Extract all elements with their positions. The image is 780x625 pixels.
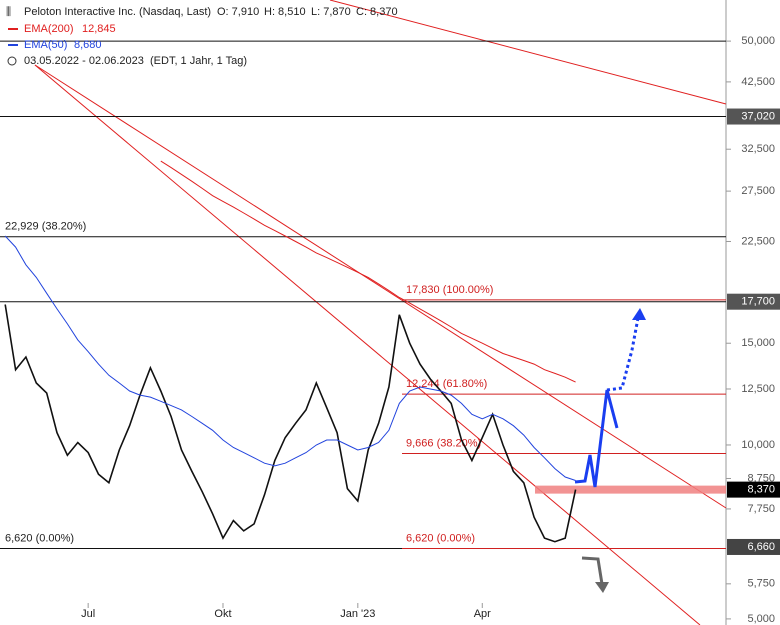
y-tick-label: 42,500 (741, 76, 775, 88)
fib-label: 6,620 (0.00%) (406, 532, 475, 544)
period: 03.05.2022 - 02.06.2023 (24, 55, 144, 67)
legend-swatch (8, 44, 18, 46)
trendline (34, 64, 701, 625)
series-line (4, 235, 576, 481)
legend-name: EMA(50) (24, 39, 67, 51)
arrow-head (632, 308, 646, 320)
y-tick-label: 5,750 (747, 578, 775, 590)
trendline (329, 0, 727, 105)
y-tick-label: 15,000 (741, 337, 775, 349)
fib-label: 12,244 (61.80%) (406, 378, 487, 390)
price-label-box (727, 108, 780, 125)
legend-name: EMA(200) (24, 23, 74, 35)
trendline (34, 64, 727, 509)
x-tick-label: Jul (81, 608, 95, 620)
y-tick-label: 10,000 (741, 439, 775, 451)
down-arrow (581, 556, 609, 593)
arrow-path (581, 556, 604, 585)
fib-label: 9,666 (38.20%) (406, 437, 481, 449)
x-tick-label: Apr (474, 608, 491, 620)
series-line (4, 304, 577, 543)
legend-swatch (8, 28, 18, 30)
quote: C: 8,370 (356, 6, 398, 18)
layers: 22,929 (38.20%) 6,620 (0.00%) 17,830 (100.… (0, 40, 726, 620)
x-tick-label: Jan '23 (340, 608, 375, 620)
level-label: 6,620 (0.00%) (5, 532, 74, 544)
legend-value: 8,680 (74, 39, 102, 51)
title: Peloton Interactive Inc. (Nasdaq, Last) (24, 6, 211, 18)
price-label: 37,020 (741, 110, 775, 122)
trendlines (34, 0, 727, 625)
quote: H: 8,510 (264, 6, 306, 18)
quote: O: 7,910 (217, 6, 259, 18)
price-label: 6,660 (747, 541, 775, 553)
axis-bg (726, 0, 780, 625)
legend-value: 12,845 (82, 23, 116, 35)
fib-label: 17,830 (100.00%) (406, 284, 493, 296)
legend: ⫼ Peloton Interactive Inc. (Nasdaq, Last… (6, 6, 398, 67)
y-tick-label: 7,750 (747, 503, 775, 515)
y-tick-label: 12,500 (741, 383, 775, 395)
clock-icon (7, 56, 17, 66)
period-note: (EDT, 1 Jahr, 1 Tag) (150, 55, 247, 67)
price-label-box (727, 293, 780, 310)
y-tick-label: 8,750 (747, 472, 775, 484)
y-tick-label: 27,500 (741, 185, 775, 197)
y-tick-label: 50,000 (741, 35, 775, 47)
y-tick-label: 32,500 (741, 143, 775, 155)
quote: L: 7,870 (311, 6, 351, 18)
projection (574, 308, 646, 488)
series-line (160, 160, 576, 383)
y-tick-label: 22,500 (741, 235, 775, 247)
level-label: 22,929 (38.20%) (5, 221, 86, 233)
price-label-box (727, 481, 780, 498)
projection-dotted (606, 317, 640, 392)
arrow-head (595, 582, 609, 593)
price-label: 8,370 (747, 484, 775, 496)
y-tick-label: 5,000 (747, 613, 775, 625)
highlight-band (535, 485, 726, 494)
x-tick-label: Okt (214, 608, 231, 620)
price-label: 17,700 (741, 296, 775, 308)
projection-path (574, 389, 619, 488)
icon: ⫼ (6, 6, 11, 18)
price-label-box (727, 538, 780, 555)
